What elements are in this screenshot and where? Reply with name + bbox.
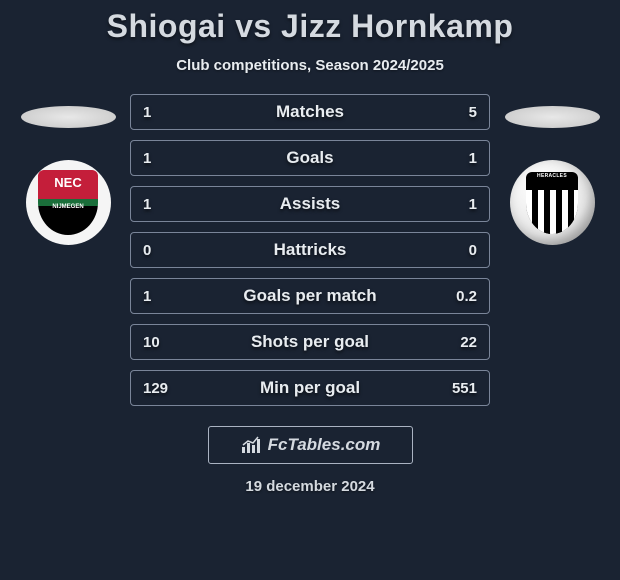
stat-label: Matches xyxy=(276,102,344,122)
stat-label: Hattricks xyxy=(274,240,347,260)
stat-right: 0.2 xyxy=(456,288,477,305)
stat-label: Min per goal xyxy=(260,378,360,398)
stats-table: 1 Matches 5 1 Goals 1 1 Assists 1 0 Hatt… xyxy=(130,94,490,406)
chart-icon xyxy=(240,435,262,455)
brand-text: FcTables.com xyxy=(268,435,381,455)
heracles-stripes xyxy=(526,190,578,234)
stat-left: 1 xyxy=(143,196,151,213)
stat-row-goals: 1 Goals 1 xyxy=(130,140,490,176)
stat-left: 1 xyxy=(143,150,151,167)
footer-date: 19 december 2024 xyxy=(0,478,620,495)
stat-left: 129 xyxy=(143,380,168,397)
content: NEC NIJMEGEN 1 Matches 5 1 Goals 1 1 Ass… xyxy=(0,94,620,406)
stat-row-shots-per-goal: 10 Shots per goal 22 xyxy=(130,324,490,360)
stat-label: Goals xyxy=(286,148,333,168)
stat-label: Shots per goal xyxy=(251,332,369,352)
stat-right: 1 xyxy=(469,196,477,213)
stat-right: 551 xyxy=(452,380,477,397)
club2-name: HERACLES xyxy=(526,174,578,180)
stat-row-goals-per-match: 1 Goals per match 0.2 xyxy=(130,278,490,314)
stat-row-hattricks: 0 Hattricks 0 xyxy=(130,232,490,268)
page-title: Shiogai vs Jizz Hornkamp xyxy=(0,8,620,45)
heracles-shield-icon: HERACLES xyxy=(526,172,578,234)
stat-label: Goals per match xyxy=(243,286,376,306)
player2-club-logo: HERACLES xyxy=(510,160,595,245)
player2-side: HERACLES xyxy=(502,94,602,245)
stat-row-min-per-goal: 129 Min per goal 551 xyxy=(130,370,490,406)
player1-club-logo: NEC NIJMEGEN xyxy=(26,160,111,245)
stat-right: 0 xyxy=(469,242,477,259)
stat-left: 1 xyxy=(143,104,151,121)
stat-row-assists: 1 Assists 1 xyxy=(130,186,490,222)
brand-badge: FcTables.com xyxy=(208,426,413,464)
player2-photo-placeholder xyxy=(505,106,600,128)
stat-right: 1 xyxy=(469,150,477,167)
stat-left: 0 xyxy=(143,242,151,259)
stat-right: 5 xyxy=(469,104,477,121)
player1-side: NEC NIJMEGEN xyxy=(18,94,118,245)
club1-name: NEC xyxy=(54,176,81,190)
stat-left: 1 xyxy=(143,288,151,305)
header: Shiogai vs Jizz Hornkamp Club competitio… xyxy=(0,0,620,74)
page-subtitle: Club competitions, Season 2024/2025 xyxy=(0,57,620,74)
stat-label: Assists xyxy=(280,194,340,214)
nec-shield-icon: NEC NIJMEGEN xyxy=(38,170,98,235)
player1-photo-placeholder xyxy=(21,106,116,128)
stat-right: 22 xyxy=(460,334,477,351)
stat-left: 10 xyxy=(143,334,160,351)
stat-row-matches: 1 Matches 5 xyxy=(130,94,490,130)
club1-sub: NIJMEGEN xyxy=(52,204,83,211)
